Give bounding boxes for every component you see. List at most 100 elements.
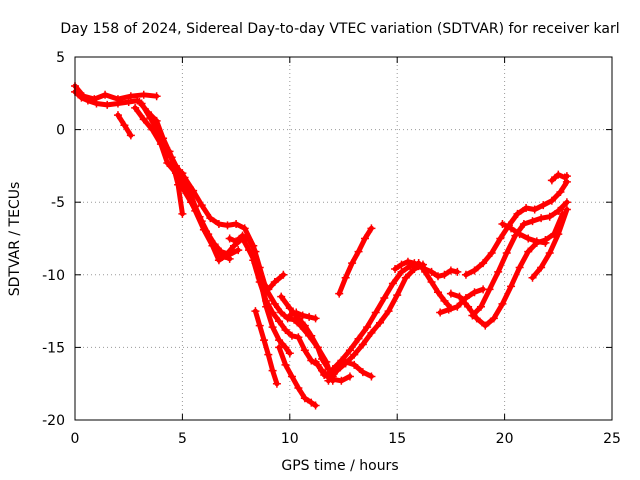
data-point — [440, 296, 449, 305]
y-tick-label: 0 — [56, 123, 65, 139]
data-point — [272, 379, 281, 388]
data-point — [262, 302, 271, 311]
data-point — [204, 230, 213, 239]
data-point — [446, 289, 455, 298]
y-tick-label: 5 — [56, 50, 65, 66]
series-track-20 — [343, 359, 374, 379]
data-point — [562, 205, 571, 214]
data-point — [144, 108, 153, 117]
data-point — [335, 289, 344, 298]
data-point — [562, 172, 571, 181]
data-point — [515, 263, 524, 272]
data-point — [238, 231, 247, 240]
x-tick-label: 0 — [71, 431, 80, 447]
data-point — [397, 260, 406, 269]
series-track-25 — [463, 179, 570, 278]
data-point — [562, 198, 571, 207]
data-point — [292, 308, 301, 317]
series-track-22 — [416, 260, 454, 311]
data-point — [380, 294, 389, 303]
data-point — [240, 224, 249, 233]
data-point — [307, 331, 316, 340]
data-point — [496, 234, 505, 243]
plot-frame — [74, 56, 613, 421]
data-point — [446, 266, 455, 275]
y-tick-label: -20 — [42, 413, 65, 429]
grid — [75, 57, 612, 420]
data-point — [124, 98, 133, 107]
data-point — [103, 100, 112, 109]
data-point — [453, 302, 462, 311]
data-point — [139, 90, 148, 99]
data-point — [126, 92, 135, 101]
data-point — [294, 384, 303, 393]
data-point — [502, 249, 511, 258]
data-point — [197, 217, 206, 226]
y-axis-label: SDTVAR / TECUs — [7, 182, 23, 297]
data-point — [337, 376, 346, 385]
data-point — [152, 116, 161, 125]
data-point — [464, 302, 473, 311]
data-point — [285, 349, 294, 358]
data-point — [277, 308, 286, 317]
data-point — [528, 217, 537, 226]
data-point — [556, 188, 565, 197]
data-point — [532, 237, 541, 246]
data-point — [244, 235, 253, 244]
data-point — [348, 259, 357, 268]
tick-labels: 0 5 10 15 20 25 5 0 -5 -10 -15 -20 — [42, 50, 621, 447]
data-point — [545, 249, 554, 258]
data-point — [341, 357, 350, 366]
data-point — [178, 169, 187, 178]
data-point — [367, 328, 376, 337]
data-point — [354, 247, 363, 256]
data-point — [255, 321, 264, 330]
data-point — [300, 394, 309, 403]
data-point — [79, 92, 88, 101]
data-point — [440, 270, 449, 279]
data-point — [120, 121, 129, 130]
data-point — [545, 212, 554, 221]
data-point — [255, 273, 264, 282]
data-point — [113, 95, 122, 104]
data-point — [414, 259, 423, 268]
data-point — [277, 292, 286, 301]
data-point — [214, 256, 223, 265]
series-track-19 — [336, 225, 374, 297]
x-tick-label: 10 — [281, 431, 299, 447]
data-point — [225, 250, 234, 259]
data-point — [393, 291, 402, 300]
data-point — [225, 234, 234, 243]
data-point — [281, 360, 290, 369]
data-point — [184, 185, 193, 194]
data-point — [515, 230, 524, 239]
data-point — [427, 278, 436, 287]
data-point — [547, 196, 556, 205]
data-point — [307, 398, 316, 407]
data-point — [481, 321, 490, 330]
data-point — [360, 234, 369, 243]
data-point — [472, 314, 481, 323]
x-tick-label: 15 — [388, 431, 406, 447]
data-point — [453, 267, 462, 276]
data-point — [363, 323, 372, 332]
y-tick-label: -5 — [51, 195, 65, 211]
data-point — [487, 249, 496, 258]
data-point — [401, 273, 410, 282]
data-point — [279, 270, 288, 279]
data-point — [287, 372, 296, 381]
data-point — [358, 340, 367, 349]
data-point — [541, 238, 550, 247]
data-point — [270, 299, 279, 308]
data-point — [126, 131, 135, 140]
data-point — [328, 365, 337, 374]
data-point — [223, 221, 232, 230]
data-point — [498, 219, 507, 228]
data-point — [101, 90, 110, 99]
data-point — [300, 321, 309, 330]
data-point — [539, 201, 548, 210]
data-point — [524, 247, 533, 256]
data-point — [554, 206, 563, 215]
data-point — [285, 311, 294, 320]
